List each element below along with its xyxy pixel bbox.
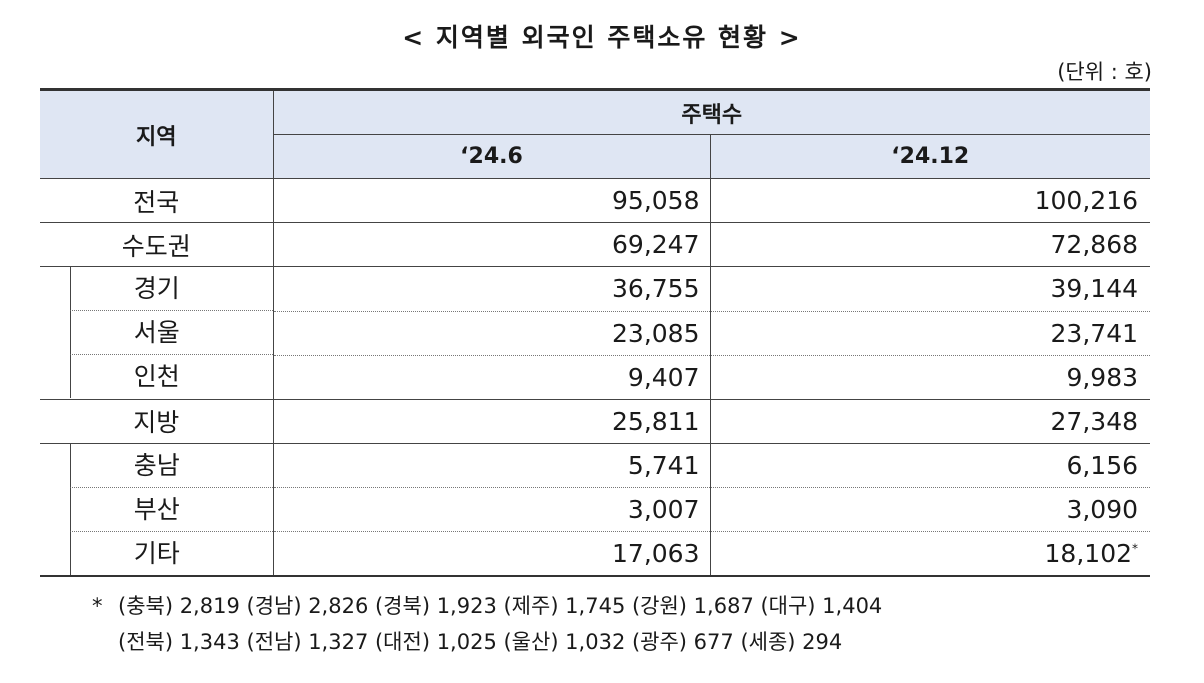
header-row-group: 지역 주택수 xyxy=(40,88,1151,179)
housing-table: 지역 주택수 ‘24.6 ‘24.12 전국 95,058 100,216 수도… xyxy=(40,88,1151,577)
value-cell: 25,811 xyxy=(272,399,710,444)
subregion-label: 경기 xyxy=(70,267,273,311)
footnote-marker: * xyxy=(92,594,103,618)
value-cell: 3,007 xyxy=(272,487,710,532)
value-cell: 5,741 xyxy=(272,443,710,488)
footnote-mark: * xyxy=(1132,541,1139,556)
subregion-label: 부산 xyxy=(70,487,273,532)
header-housing-count: 주택수 xyxy=(272,88,1151,135)
header-region: 지역 xyxy=(40,88,273,179)
table-row: 지방 25,811 27,348 xyxy=(40,399,1151,444)
subregion-label: 기타 xyxy=(70,531,273,575)
region-cell: 인천 xyxy=(40,355,273,400)
region-cell: 지방 xyxy=(40,399,273,444)
region-cell: 충남 xyxy=(40,443,273,488)
table-row: 인천 9,407 9,983 xyxy=(40,355,1151,400)
header-col-2024-12: ‘24.12 xyxy=(709,134,1151,179)
subregion-label: 인천 xyxy=(70,355,273,399)
table-row: 경기 36,755 39,144 xyxy=(40,266,1151,312)
value-text: 18,102 xyxy=(1044,539,1133,568)
value-cell: 72,868 xyxy=(709,222,1151,267)
value-cell: 9,407 xyxy=(272,355,710,400)
value-cell: 17,063 xyxy=(272,531,710,577)
value-cell: 9,983 xyxy=(709,355,1151,400)
unit-label: (단위 : 호) xyxy=(1057,60,1152,84)
header-col-2024-06: ‘24.6 xyxy=(272,134,710,179)
region-cell: 서울 xyxy=(40,311,273,355)
table-row: 부산 3,007 3,090 xyxy=(40,487,1151,532)
document-title: < 지역별 외국인 주택소유 현황 > xyxy=(402,23,802,52)
value-cell: 23,085 xyxy=(272,311,710,356)
value-cell: 39,144 xyxy=(709,266,1151,312)
value-cell: 3,090 xyxy=(709,487,1151,532)
value-cell: 6,156 xyxy=(709,443,1151,488)
table-row: 수도권 69,247 72,868 xyxy=(40,222,1151,267)
value-cell: 18,102* xyxy=(709,531,1151,577)
region-cell: 전국 xyxy=(40,178,273,223)
table-row: 기타 17,063 18,102* xyxy=(40,531,1151,577)
region-cell: 경기 xyxy=(40,267,273,311)
header-row-period: ‘24.6 ‘24.12 xyxy=(40,134,1151,179)
value-cell: 100,216 xyxy=(709,178,1151,223)
table-row: 서울 23,085 23,741 xyxy=(40,311,1151,356)
subregion-label: 충남 xyxy=(70,443,273,488)
region-cell: 수도권 xyxy=(40,222,273,267)
subregion-label: 서울 xyxy=(70,311,273,355)
value-cell: 27,348 xyxy=(709,399,1151,444)
table-row: 충남 5,741 6,156 xyxy=(40,443,1151,488)
value-cell: 69,247 xyxy=(272,222,710,267)
footnote-line-2: (전북) 1,343 (전남) 1,327 (대전) 1,025 (울산) 1,… xyxy=(118,630,843,654)
value-cell: 36,755 xyxy=(272,266,710,312)
table-row: 전국 95,058 100,216 xyxy=(40,178,1151,223)
value-cell: 23,741 xyxy=(709,311,1151,356)
region-cell: 기타 xyxy=(40,531,273,577)
footnote-line-1: (충북) 2,819 (경남) 2,826 (경북) 1,923 (제주) 1,… xyxy=(118,594,883,618)
value-cell: 95,058 xyxy=(272,178,710,223)
region-cell: 부산 xyxy=(40,487,273,532)
